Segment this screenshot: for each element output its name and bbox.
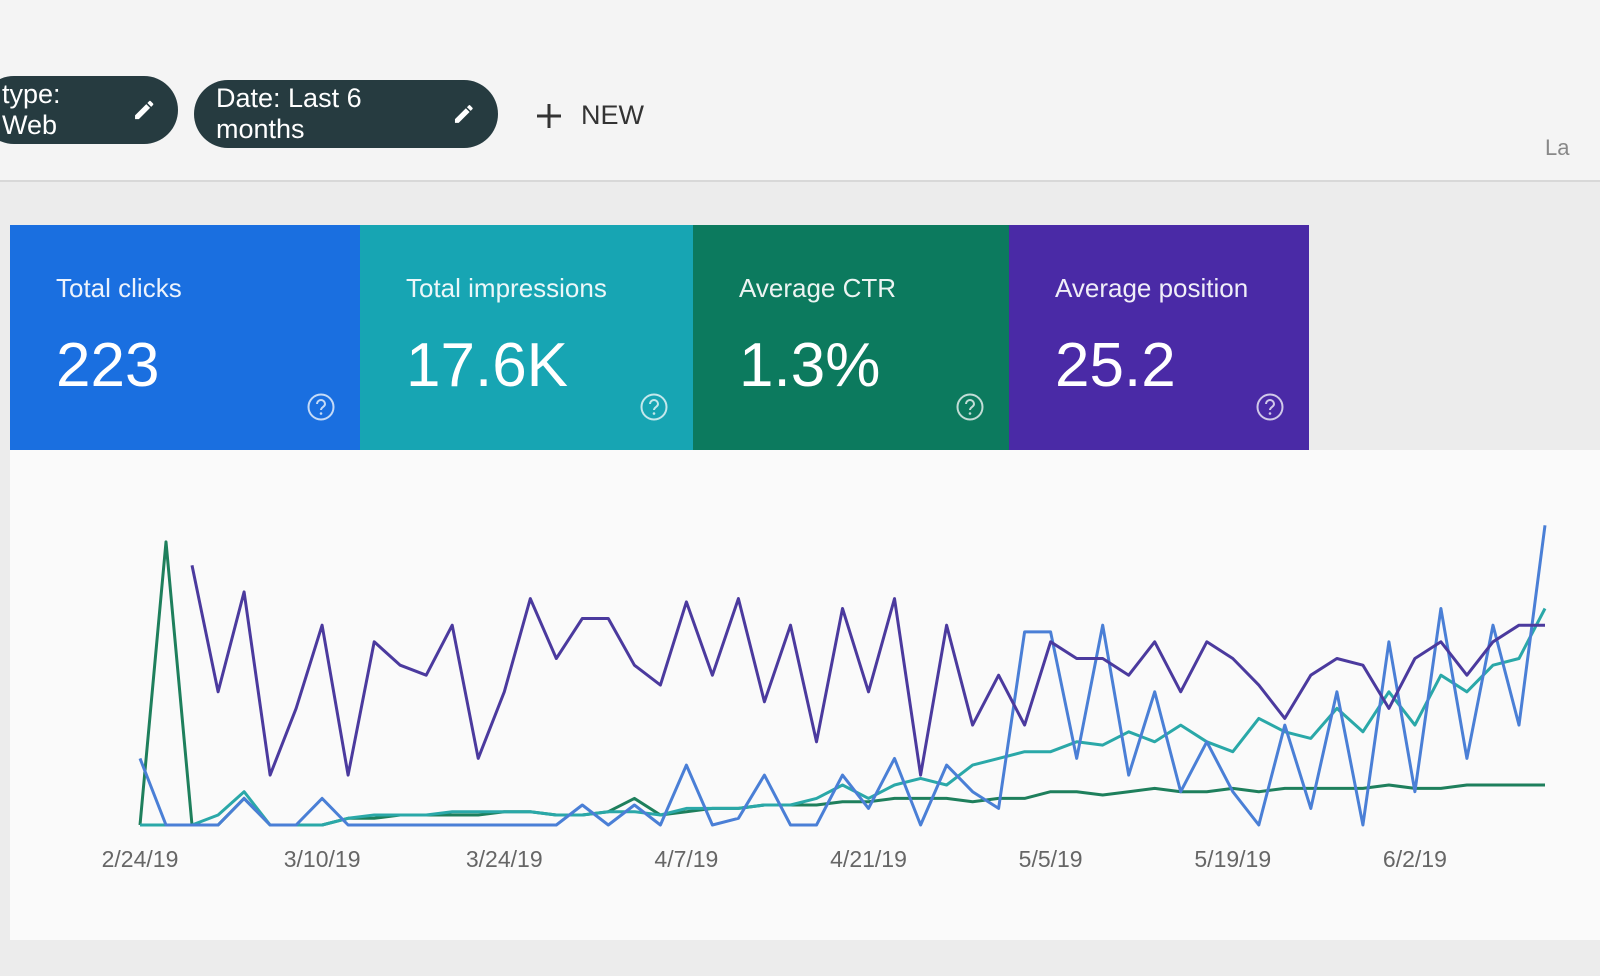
new-filter-button[interactable]: NEW bbox=[535, 100, 644, 131]
x-tick-label: 2/24/19 bbox=[102, 846, 179, 872]
metric-card[interactable]: Total clicks 223 bbox=[10, 225, 360, 450]
series-line bbox=[190, 564, 1545, 777]
x-tick-label: 5/19/19 bbox=[1194, 846, 1271, 872]
series-line bbox=[138, 540, 1545, 827]
series-line bbox=[138, 525, 1547, 827]
series-line bbox=[140, 607, 1547, 827]
filter-chip[interactable]: Date: Last 6 months bbox=[194, 80, 498, 148]
metric-value: 25.2 bbox=[1055, 331, 1176, 400]
x-tick-label: 6/2/19 bbox=[1383, 846, 1447, 872]
filter-bar: type: Web Date: Last 6 months NEW La bbox=[0, 0, 1600, 182]
metric-label: Total impressions bbox=[406, 273, 607, 303]
x-tick-label: 3/10/19 bbox=[284, 846, 361, 872]
x-tick-label: 3/24/19 bbox=[466, 846, 543, 872]
new-label: NEW bbox=[581, 100, 644, 130]
help-icon[interactable] bbox=[1255, 392, 1285, 422]
metric-card[interactable]: Average CTR 1.3% bbox=[693, 225, 1009, 450]
x-tick-label: 4/7/19 bbox=[654, 846, 718, 872]
edit-icon bbox=[455, 105, 474, 123]
metric-label: Average CTR bbox=[739, 273, 897, 303]
metric-value: 17.6K bbox=[406, 331, 569, 400]
help-icon[interactable] bbox=[639, 392, 669, 422]
x-tick-label: 5/5/19 bbox=[1019, 846, 1083, 872]
metric-value: 223 bbox=[56, 331, 160, 400]
metric-value: 1.3% bbox=[739, 331, 881, 400]
metric-cards: Total clicks 223 Total impressions 17.6K Ave… bbox=[10, 225, 1309, 450]
chip-label: Date: Last 6 months bbox=[216, 83, 362, 144]
x-tick-label: 4/21/19 bbox=[830, 846, 907, 872]
filter-chip[interactable]: type: Web bbox=[0, 76, 178, 144]
chart-panel: 2/24/19 3/10/19 3/24/19 4/7/19 4/21/19 5/5/19… bbox=[10, 450, 1600, 940]
help-icon[interactable] bbox=[306, 392, 336, 422]
chip-label: type: Web bbox=[2, 79, 61, 140]
plus-icon bbox=[537, 103, 561, 128]
metric-label: Average position bbox=[1055, 273, 1249, 303]
metric-label: Total clicks bbox=[56, 273, 182, 303]
metric-card[interactable]: Average position 25.2 bbox=[1009, 225, 1309, 450]
chart: 2/24/19 3/10/19 3/24/19 4/7/19 4/21/19 5/5/19… bbox=[102, 525, 1547, 872]
metric-card[interactable]: Total impressions 17.6K bbox=[360, 225, 693, 450]
help-icon[interactable] bbox=[955, 392, 985, 422]
cut-off-text: La bbox=[1545, 135, 1570, 160]
edit-icon bbox=[134, 100, 153, 120]
